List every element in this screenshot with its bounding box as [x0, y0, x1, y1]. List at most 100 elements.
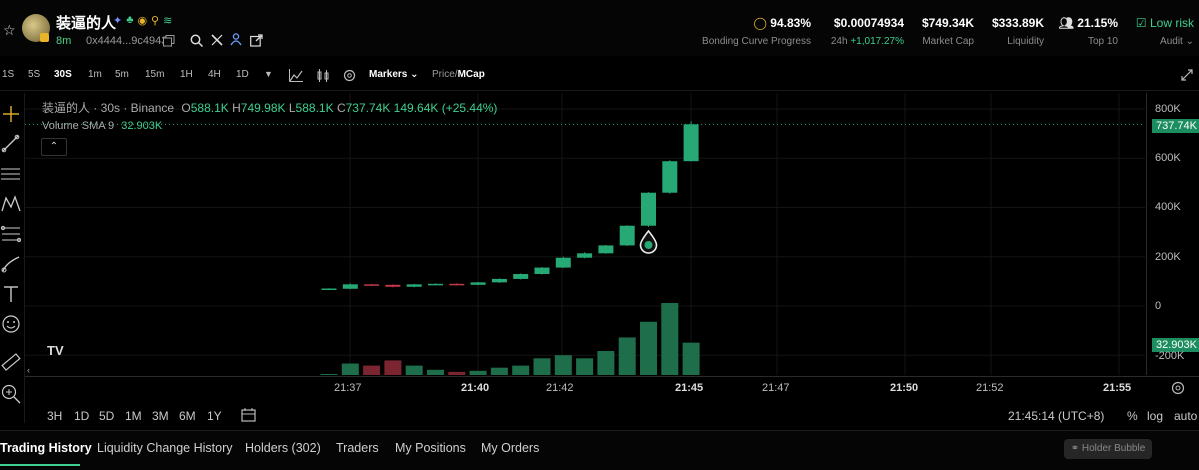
x-twitter-icon[interactable] [211, 34, 223, 46]
candle [470, 282, 486, 285]
fib-icon[interactable] [0, 223, 22, 245]
range-3m[interactable]: 3M [152, 409, 169, 423]
tab-holders[interactable]: Holders (302) [245, 441, 321, 455]
metric-audit[interactable]: ☑ Low risk Audit ⌄ [1128, 16, 1194, 47]
price-axis[interactable]: 800K 737.74K 600K 400K 200K 0 32.903K -2… [1146, 93, 1199, 375]
collapse-legend-button[interactable]: ⌃ [41, 138, 67, 156]
y-tick-label: 200K [1155, 251, 1181, 263]
volume-bar [320, 373, 338, 375]
chevron-down-icon: ⌄ [1185, 36, 1194, 47]
settings-icon[interactable] [343, 69, 356, 82]
coin-icon: ◉ [137, 15, 148, 27]
search-badge-icon: ⚲ [151, 15, 160, 27]
range-1y[interactable]: 1Y [207, 409, 222, 423]
social-badges: ✦ ♣ ◉ ⚲ ≋ [113, 14, 172, 27]
indicator-icon[interactable] [289, 69, 303, 82]
interval-5m[interactable]: 5m [115, 69, 129, 80]
pattern-icon[interactable] [0, 193, 22, 215]
legend-close: 737.74K [345, 101, 391, 115]
scroll-left-icon[interactable]: ‹ [27, 365, 30, 375]
trend-line-icon[interactable] [0, 133, 22, 155]
leaf-icon: ♣ [126, 14, 134, 26]
date-range-icon[interactable] [241, 408, 257, 423]
current-time: 21:45:14 (UTC+8) [1008, 409, 1105, 423]
volume-legend-value: 32.903K [121, 120, 163, 132]
search-icon[interactable] [190, 34, 204, 48]
volume-bar [427, 369, 444, 375]
legend-o-label: O [181, 101, 191, 115]
range-6m[interactable]: 6M [179, 409, 196, 423]
range-3h[interactable]: 3H [47, 409, 63, 423]
interval-1m[interactable]: 1m [88, 69, 102, 80]
range-5d[interactable]: 5D [99, 409, 115, 423]
price-label: Price [432, 69, 455, 80]
interval-5s[interactable]: 5S [28, 69, 41, 80]
interval-1h[interactable]: 1H [180, 69, 193, 80]
candle [321, 288, 337, 291]
change-label: 24h [830, 36, 848, 47]
range-1m[interactable]: 1M [125, 409, 142, 423]
legend-open: 588.1K [190, 101, 229, 115]
candle [449, 283, 465, 286]
launchpad-badge-icon [40, 33, 49, 42]
tab-trading-history[interactable]: Trading History [0, 441, 92, 455]
audit-value: Low risk [1149, 16, 1194, 30]
tab-liquidity-change-history[interactable]: Liquidity Change History [97, 441, 233, 455]
contract-address[interactable]: 0x4444...9c4943 [86, 35, 168, 47]
markers-dropdown[interactable]: Markers ⌄ [369, 69, 419, 80]
x-tick-label: 21:45 [675, 382, 704, 394]
volume-bar [469, 370, 487, 375]
x-tick-label: 21:40 [461, 382, 490, 394]
log-scale-toggle[interactable]: log [1147, 409, 1164, 423]
price-chart[interactable]: 装逼的人 · 30s · Binance O588.1K H749.98K L5… [25, 93, 1145, 375]
shield-check-icon: ☑ [1135, 16, 1147, 30]
price-mcap-toggle[interactable]: Price/MCap [432, 69, 485, 80]
candle [385, 284, 401, 287]
volume-bar [384, 360, 402, 375]
candle-type-icon[interactable] [316, 69, 330, 82]
sparkle-icon: ✦ [113, 15, 123, 27]
x-tick-label: 21:52 [976, 382, 1004, 394]
legend-symbol: 装逼的人 · 30s · Binance [42, 101, 175, 115]
chart-canvas[interactable] [25, 93, 1145, 375]
zoom-in-icon[interactable] [0, 383, 22, 405]
y-tick-label: 400K [1155, 201, 1181, 213]
market-cap-label: Market Cap [922, 36, 974, 47]
time-axis[interactable]: 21:37 21:40 21:42 21:45 21:47 21:50 21:5… [25, 376, 1199, 401]
volume-bar [661, 303, 679, 375]
drawing-toolbar [0, 93, 25, 423]
brush-icon[interactable] [0, 253, 22, 275]
volume-bar [597, 351, 615, 375]
auto-scale-toggle[interactable]: auto [1174, 409, 1198, 423]
holder-bubble-button[interactable]: ⚭ Holder Bubble [1064, 439, 1152, 459]
text-tool-icon[interactable] [0, 283, 22, 305]
range-1d[interactable]: 1D [74, 409, 90, 423]
x-tick-label: 21:37 [334, 382, 362, 394]
interval-1s[interactable]: 1S [2, 69, 15, 80]
interval-30s[interactable]: 30S [54, 69, 72, 80]
interval-dropdown-icon[interactable]: ▼ [264, 69, 273, 79]
range-bar: 3H 1D 5D 1M 3M 6M 1Y 21:45:14 (UTC+8) % … [0, 402, 1199, 429]
external-link-icon[interactable] [250, 34, 263, 47]
top10-label: Top 10 [1087, 36, 1118, 47]
tab-my-positions[interactable]: My Positions [395, 441, 466, 455]
interval-1d[interactable]: 1D [236, 69, 249, 80]
percent-scale-toggle[interactable]: % [1127, 409, 1138, 423]
fullscreen-icon[interactable] [1181, 69, 1193, 81]
star-icon[interactable]: ☆ [3, 22, 16, 38]
horizontal-lines-icon[interactable] [0, 163, 22, 185]
interval-15m[interactable]: 15m [145, 69, 165, 80]
candle [428, 283, 443, 286]
volume-bar [405, 365, 423, 375]
tab-traders[interactable]: Traders [336, 441, 379, 455]
ruler-icon[interactable] [0, 351, 22, 373]
user-icon[interactable] [230, 33, 242, 46]
crosshair-icon[interactable] [0, 103, 22, 125]
interval-4h[interactable]: 4H [208, 69, 221, 80]
copy-icon[interactable] [163, 35, 175, 47]
axis-settings-icon[interactable] [1171, 381, 1185, 395]
volume-legend-label: Volume SMA 9 [42, 120, 115, 132]
tab-my-orders[interactable]: My Orders [481, 441, 540, 455]
users-icon: 👥︎ [1058, 16, 1074, 30]
emoji-icon[interactable] [0, 313, 22, 335]
